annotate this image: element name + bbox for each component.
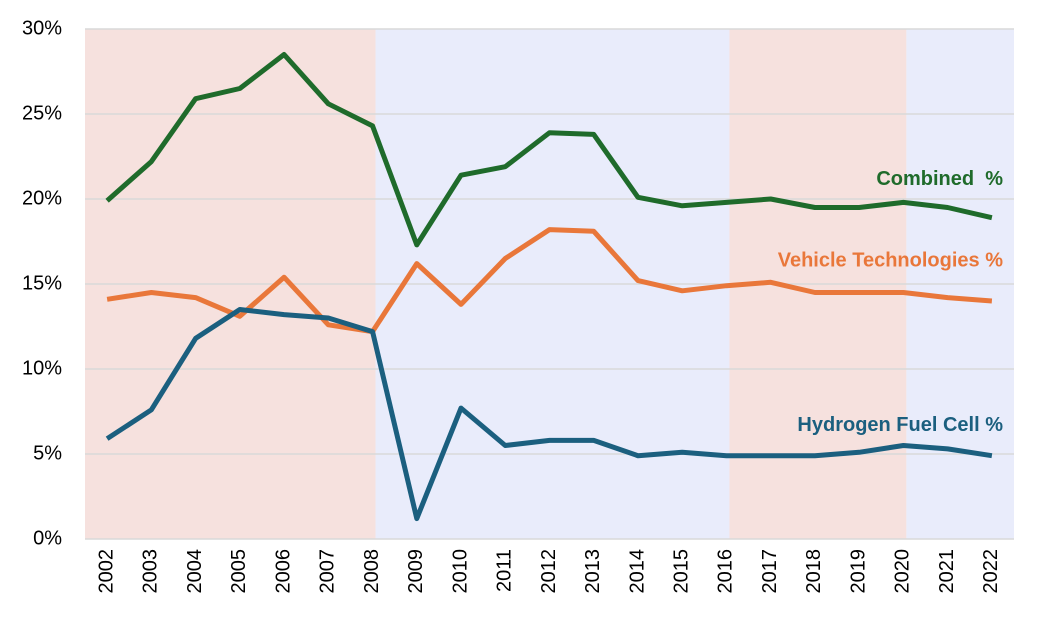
y-tick-label: 25% xyxy=(22,102,62,124)
x-tick-label: 2015 xyxy=(670,549,692,594)
y-tick-label: 20% xyxy=(22,187,62,209)
series-label: Hydrogen Fuel Cell % xyxy=(797,414,1003,436)
x-tick-label: 2022 xyxy=(980,549,1002,594)
x-tick-label: 2013 xyxy=(582,549,604,594)
series-label: Vehicle Technologies % xyxy=(778,249,1003,271)
x-tick-label: 2010 xyxy=(449,549,471,594)
x-tick-label: 2012 xyxy=(538,549,560,594)
x-tick-label: 2009 xyxy=(405,549,427,594)
x-tick-label: 2011 xyxy=(494,549,516,592)
y-tick-label: 15% xyxy=(22,272,62,294)
series-label: Combined % xyxy=(876,168,1003,190)
x-tick-label: 2005 xyxy=(228,549,250,594)
y-tick-label: 5% xyxy=(33,442,62,464)
x-tick-label: 2016 xyxy=(715,549,737,594)
y-tick-label: 30% xyxy=(22,17,62,39)
x-tick-label: 2008 xyxy=(361,549,383,594)
series-line xyxy=(105,307,993,522)
x-tick-label: 2007 xyxy=(317,549,339,594)
y-tick-label: 10% xyxy=(22,357,62,379)
x-tick-label: 2021 xyxy=(936,549,958,594)
series-line xyxy=(105,52,993,248)
x-tick-label: 2018 xyxy=(803,549,825,594)
x-tick-label: 2004 xyxy=(184,549,206,594)
x-tick-label: 2017 xyxy=(759,549,781,594)
x-tick-label: 2020 xyxy=(892,549,914,594)
x-tick-label: 2006 xyxy=(272,549,294,594)
series-line xyxy=(106,227,993,335)
x-tick-label: 2002 xyxy=(95,549,117,594)
x-tick-label: 2019 xyxy=(847,549,869,594)
y-tick-label: 0% xyxy=(33,527,62,549)
x-tick-label: 2014 xyxy=(626,549,648,594)
x-tick-label: 2003 xyxy=(140,549,162,594)
